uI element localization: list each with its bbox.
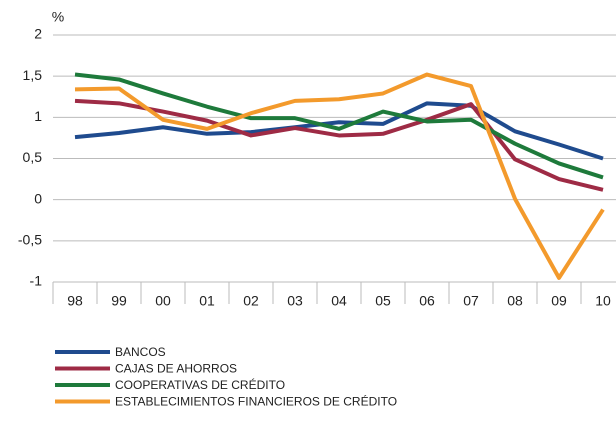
x-tick-label: 98 [67,293,83,309]
x-tick-label: 10 [595,293,611,309]
series-line [74,98,604,192]
x-tick-label: 99 [111,293,127,309]
series-line [74,101,604,161]
series-line [74,72,604,180]
x-tick-label: 00 [155,293,171,309]
y-tick-label: -0,5 [18,232,42,248]
y-tick-label: 2 [34,26,42,42]
legend-label: BANCOS [115,345,166,359]
legend-label: CAJAS DE AHORROS [115,362,237,376]
x-tick-label: 09 [551,293,567,309]
x-tick-label: 03 [287,293,303,309]
x-tick-label: 04 [331,293,347,309]
y-tick-label: 0,5 [23,149,43,165]
x-tick-label: 07 [463,293,479,309]
x-tick-label: 05 [375,293,391,309]
y-tick-label: 0 [34,190,42,206]
y-axis-label: % [52,9,64,25]
series-line [74,72,605,280]
legend-label: ESTABLECIMIENTOS FINANCIEROS DE CRÉDITO [115,394,397,409]
y-tick-label: -1 [30,273,43,289]
x-tick-label: 02 [243,293,259,309]
x-tick-label: 06 [419,293,435,309]
legend-label: COOPERATIVAS DE CRÉDITO [115,377,285,392]
y-tick-label: 1,5 [23,67,43,83]
x-tick-label: 01 [199,293,215,309]
x-tick-label: 08 [507,293,523,309]
y-tick-label: 1 [34,108,42,124]
